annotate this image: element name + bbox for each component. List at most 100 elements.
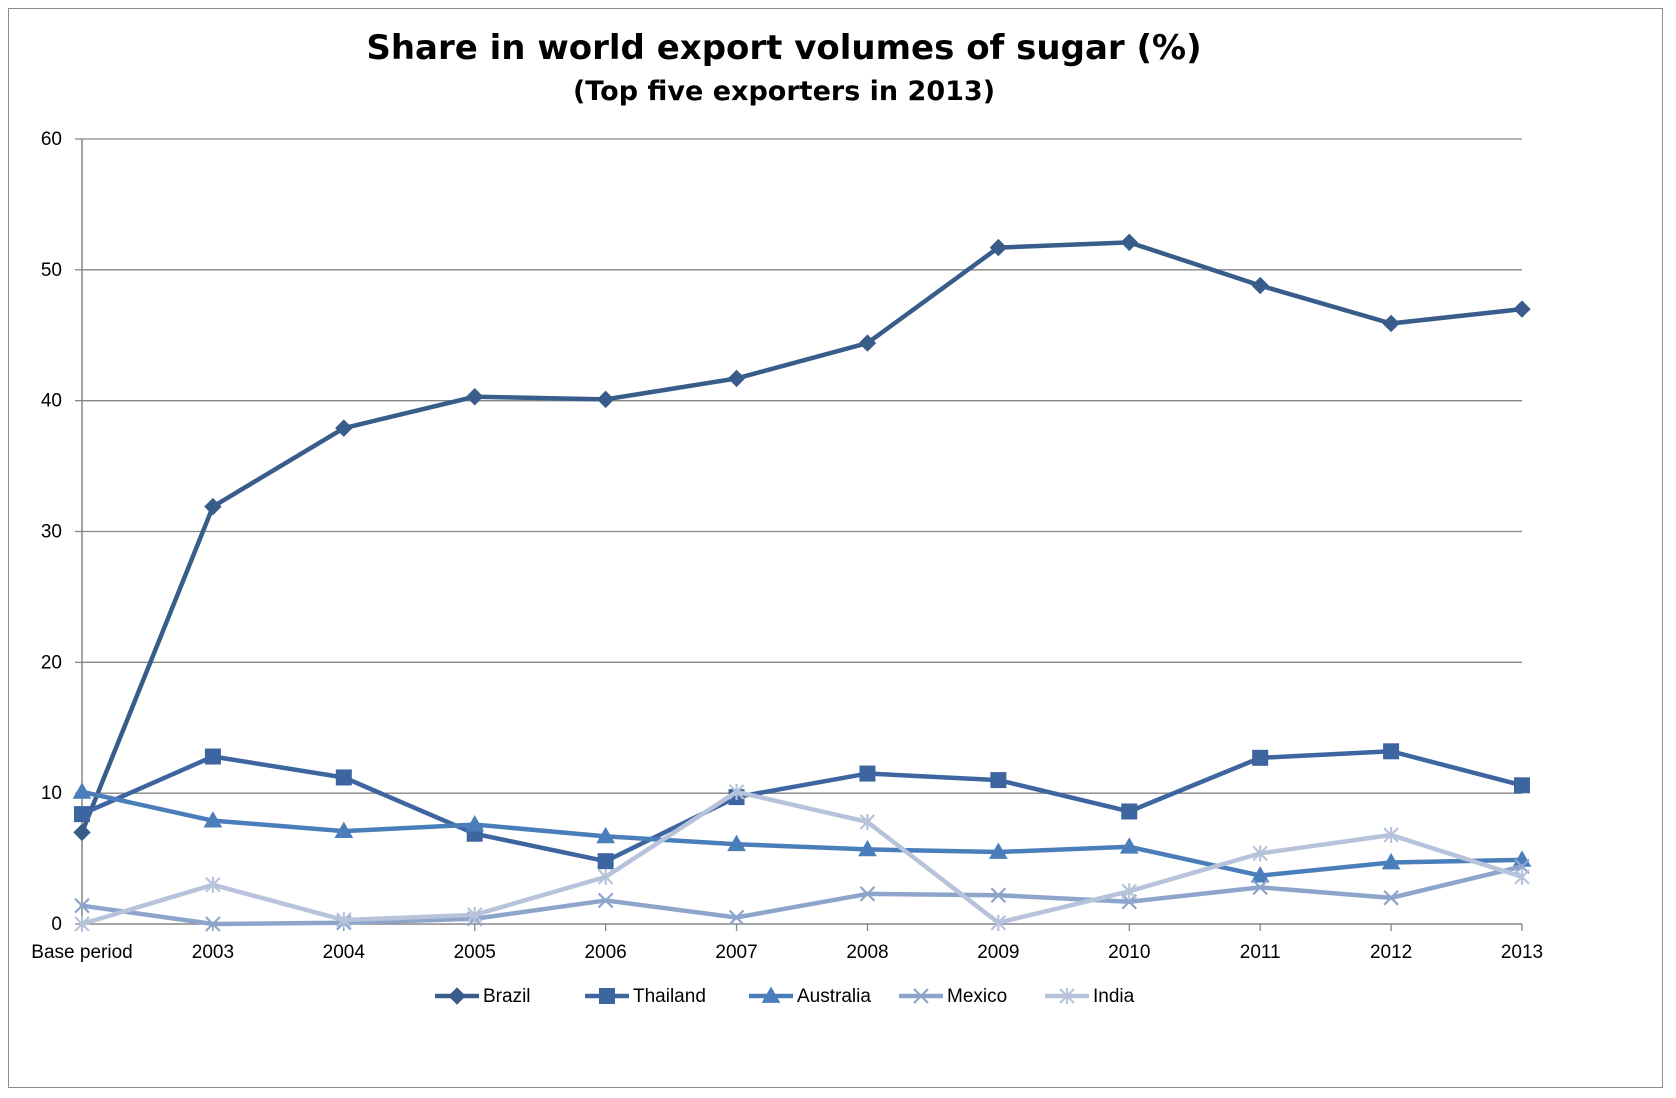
australia-point [1381, 853, 1401, 870]
y-tick-label: 60 [41, 129, 62, 150]
brazil-point [1513, 300, 1531, 318]
india-point [1514, 868, 1530, 885]
india-point [990, 914, 1007, 931]
australia-point [72, 782, 92, 799]
thailand-point [204, 748, 221, 765]
x-tick-label: 2010 [1108, 942, 1150, 963]
legend-item-australia: Australia [749, 986, 871, 1007]
thailand-point [1252, 749, 1269, 766]
mexico-point [1383, 890, 1399, 906]
india-point [1121, 883, 1138, 900]
legend-label: Thailand [633, 986, 706, 1007]
brazil-point [858, 334, 877, 352]
y-tick-label: 20 [41, 652, 62, 673]
thailand-point [1383, 743, 1400, 760]
axes [75, 138, 1523, 931]
chart-frame [8, 8, 1663, 1088]
mexico-point [205, 916, 221, 932]
series-lines [72, 233, 1532, 932]
india-line [79, 789, 1525, 927]
x-tick-label: 2004 [323, 942, 366, 963]
series-mexico [74, 858, 1530, 932]
brazil-point [727, 369, 746, 388]
india-point [466, 906, 483, 923]
thailand-point [335, 769, 352, 786]
india-point [74, 916, 90, 932]
brazil-point [73, 823, 91, 842]
thailand-point [1121, 803, 1138, 820]
x-tick-label: 2011 [1240, 942, 1281, 963]
y-tick-label: 40 [41, 391, 62, 412]
legend-item-mexico: Mexico [899, 986, 1007, 1007]
x-tick-label: 2005 [454, 942, 496, 963]
y-tick-label: 0 [51, 914, 62, 935]
brazil-point [1251, 276, 1269, 295]
mexico-point [1252, 879, 1268, 896]
y-tick-label: 10 [41, 783, 62, 804]
thailand-point [990, 772, 1007, 789]
legend-label: Brazil [483, 986, 531, 1007]
mexico-point [728, 909, 745, 926]
mexico-point [990, 887, 1007, 903]
australia-point [1119, 837, 1139, 854]
series-australia [72, 782, 1532, 883]
india-point [1383, 827, 1399, 844]
australia-point [203, 811, 223, 828]
brazil-point [1120, 233, 1138, 252]
x-tick-label: 2007 [715, 942, 757, 963]
india-point [1252, 845, 1268, 862]
legend-label: Mexico [947, 986, 1007, 1007]
india-point [859, 813, 876, 830]
x-tick-label: 2013 [1501, 942, 1543, 963]
chart-subtitle: (Top five exporters in 2013) [572, 76, 996, 107]
legend-marker [448, 987, 466, 1005]
y-tick-label: 50 [41, 260, 62, 281]
mexico-line [79, 864, 1525, 927]
x-tick-label: 2008 [846, 942, 888, 963]
legend-item-thailand: Thailand [585, 986, 706, 1007]
series-brazil [73, 233, 1531, 842]
australia-line [79, 789, 1525, 878]
legend-item-brazil: Brazil [435, 986, 531, 1007]
mexico-point [859, 886, 876, 902]
australia-point [727, 834, 746, 852]
australia-point [465, 815, 485, 832]
series-thailand [74, 743, 1530, 870]
brazil-point [466, 388, 484, 406]
x-tick-labels: Base period 2003 2004 2005 2006 2007 2008 2009 2… [31, 942, 1543, 963]
mexico-point [597, 892, 614, 909]
y-tick-labels: 0 10 20 30 40 50 60 [41, 129, 62, 935]
thailand-point [1514, 777, 1530, 794]
brazil-point [204, 497, 222, 516]
brazil-point [989, 238, 1008, 257]
brazil-point [596, 390, 615, 409]
legend-marker [761, 986, 781, 1003]
india-point [205, 876, 221, 893]
x-tick-label: Base period [31, 942, 132, 963]
x-tick-label: 2012 [1370, 942, 1412, 963]
australia-point [334, 821, 354, 838]
series-india [74, 783, 1530, 932]
gridlines [82, 138, 1522, 794]
india-point [597, 868, 614, 885]
india-point [336, 912, 352, 929]
mexico-point [74, 897, 90, 914]
brazil-line [79, 240, 1525, 835]
x-tick-label: 2006 [584, 942, 626, 963]
australia-point [989, 842, 1008, 859]
chart-title: Share in world export volumes of sugar (… [366, 28, 1202, 68]
brazil-point [335, 419, 353, 437]
x-tick-label: 2003 [192, 942, 234, 963]
legend: Brazil Thailand Australia Mexico India [435, 986, 1135, 1007]
legend-marker [1059, 988, 1075, 1004]
legend-marker [913, 988, 929, 1004]
x-tick-label: 2009 [977, 942, 1019, 963]
thailand-point [859, 765, 876, 782]
australia-point [1250, 866, 1270, 883]
legend-label: Australia [797, 986, 871, 1007]
legend-marker [599, 988, 615, 1004]
thailand-line [79, 749, 1525, 864]
legend-item-india: India [1045, 986, 1135, 1007]
y-tick-label: 30 [41, 522, 62, 543]
